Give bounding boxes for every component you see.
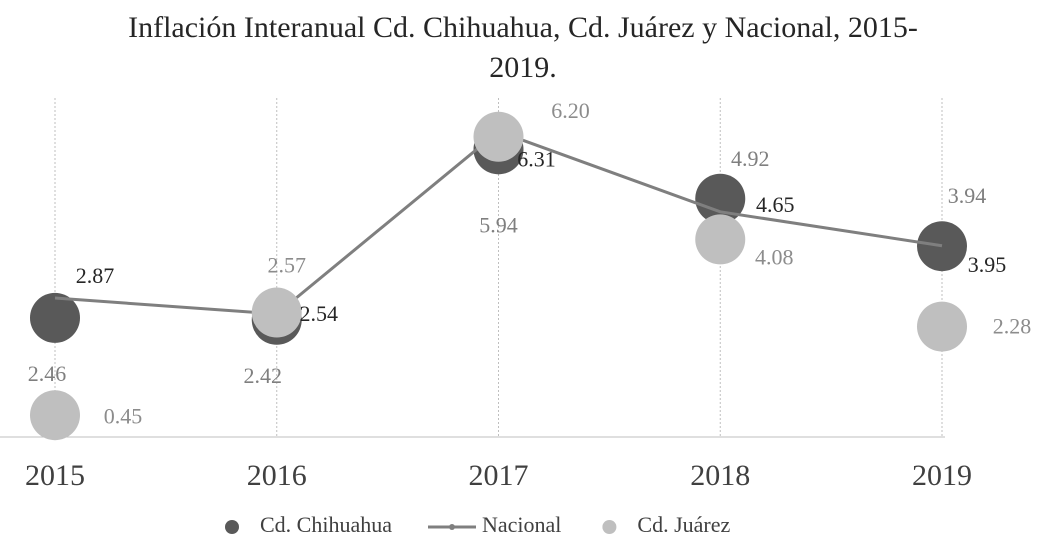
point (473, 111, 524, 162)
data-label: 2.54 (300, 301, 339, 326)
legend-label: Cd. Chihuahua (260, 512, 392, 537)
x-tick-label: 2018 (690, 459, 750, 492)
data-label: 0.45 (104, 403, 143, 428)
point (917, 221, 967, 272)
chart-title: Inflación Interanual Cd. Chihuahua, Cd. … (128, 11, 918, 84)
x-tick-label: 2015 (25, 459, 85, 492)
data-label: 4.08 (755, 244, 794, 269)
data-label: 2.42 (244, 363, 283, 388)
data-label: 6.20 (551, 98, 590, 123)
legend-label: Nacional (482, 512, 561, 537)
x-tick-label: 2019 (912, 459, 972, 492)
point (917, 301, 967, 352)
point (695, 173, 746, 224)
data-label: 4.65 (756, 192, 795, 217)
x-tick-label: 2016 (247, 459, 307, 492)
point (30, 390, 80, 441)
data-label: 3.95 (968, 252, 1007, 277)
data-label: 2.57 (268, 253, 307, 278)
legend-label: Cd. Juárez (637, 512, 730, 537)
data-label: 2.46 (28, 361, 67, 386)
data-label: 2.87 (76, 263, 115, 288)
point (695, 214, 746, 265)
point (251, 287, 302, 338)
data-label: 3.94 (948, 183, 987, 208)
x-tick-label: 2017 (469, 459, 529, 492)
data-label: 5.94 (479, 212, 518, 237)
legend-marker (225, 520, 239, 534)
data-label: 4.92 (731, 146, 770, 171)
point (30, 292, 80, 343)
data-label: 6.31 (517, 146, 556, 171)
legend-marker (602, 520, 617, 534)
data-label: 2.28 (993, 314, 1032, 339)
legend-dot (449, 524, 455, 530)
